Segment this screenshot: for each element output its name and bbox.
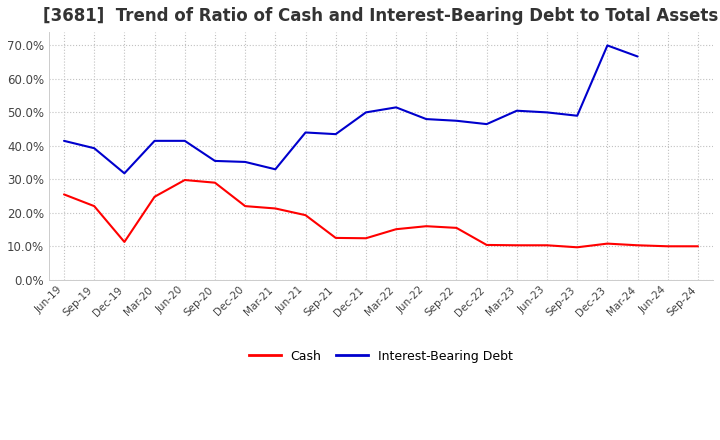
Cash	[543, 242, 552, 248]
Interest-Bearing Debt	[482, 121, 491, 127]
Cash	[634, 242, 642, 248]
Interest-Bearing Debt	[513, 108, 521, 114]
Interest-Bearing Debt	[603, 43, 612, 48]
Interest-Bearing Debt	[452, 118, 461, 123]
Interest-Bearing Debt	[573, 113, 582, 118]
Interest-Bearing Debt	[301, 130, 310, 135]
Interest-Bearing Debt	[90, 146, 99, 151]
Cash	[301, 213, 310, 218]
Cash	[663, 244, 672, 249]
Interest-Bearing Debt	[422, 117, 431, 122]
Cash	[271, 206, 279, 211]
Interest-Bearing Debt	[240, 159, 249, 165]
Cash	[693, 244, 702, 249]
Cash	[573, 245, 582, 250]
Interest-Bearing Debt	[634, 54, 642, 59]
Interest-Bearing Debt	[150, 138, 159, 143]
Cash	[150, 194, 159, 199]
Cash	[60, 192, 68, 197]
Cash	[452, 225, 461, 231]
Interest-Bearing Debt	[331, 132, 340, 137]
Cash	[482, 242, 491, 248]
Interest-Bearing Debt	[271, 167, 279, 172]
Interest-Bearing Debt	[543, 110, 552, 115]
Cash	[603, 241, 612, 246]
Line: Interest-Bearing Debt: Interest-Bearing Debt	[64, 45, 638, 173]
Cash	[331, 235, 340, 241]
Interest-Bearing Debt	[60, 138, 68, 143]
Legend: Cash, Interest-Bearing Debt: Cash, Interest-Bearing Debt	[244, 345, 518, 368]
Interest-Bearing Debt	[120, 171, 129, 176]
Cash	[181, 177, 189, 183]
Cash	[120, 239, 129, 245]
Interest-Bearing Debt	[181, 138, 189, 143]
Cash	[211, 180, 220, 185]
Cash	[240, 203, 249, 209]
Cash	[392, 227, 400, 232]
Title: [3681]  Trend of Ratio of Cash and Interest-Bearing Debt to Total Assets: [3681] Trend of Ratio of Cash and Intere…	[43, 7, 719, 25]
Line: Cash: Cash	[64, 180, 698, 247]
Cash	[90, 203, 99, 209]
Interest-Bearing Debt	[361, 110, 370, 115]
Cash	[422, 224, 431, 229]
Cash	[513, 242, 521, 248]
Cash	[361, 235, 370, 241]
Interest-Bearing Debt	[392, 105, 400, 110]
Interest-Bearing Debt	[211, 158, 220, 164]
